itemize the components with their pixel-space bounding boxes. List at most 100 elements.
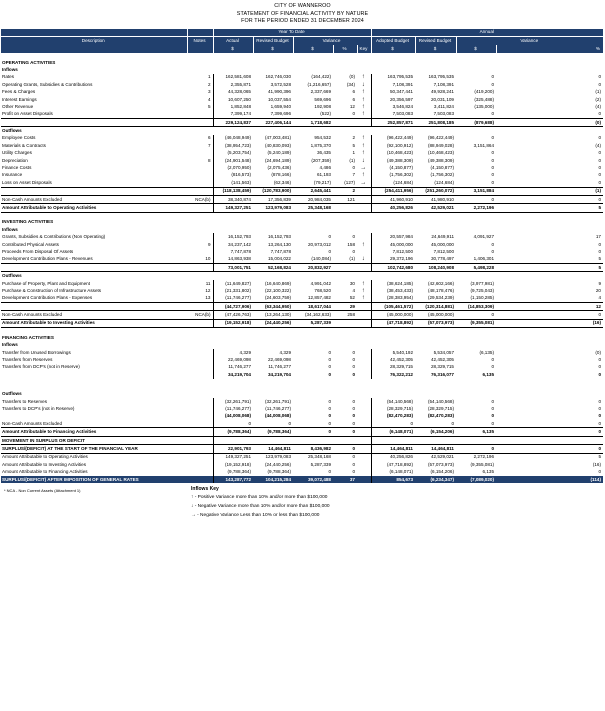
cell-variance: 0: [328, 413, 331, 419]
cell-revised-budget-annual: 14,464,811: [415, 444, 456, 454]
cell-variance-pct: 0: [352, 364, 355, 370]
row-description: [1, 413, 187, 420]
row-description: Profit on Asset Disposals: [2, 111, 53, 117]
cell-revised-budget-annual: (251,260,072): [415, 186, 456, 196]
table-row: Development Contribution Plans - Expense…: [1, 294, 603, 303]
variance-indicator-icon: [357, 364, 371, 371]
cell-variance-annual-pct: 9: [598, 280, 601, 286]
variance-indicator-icon: ↑: [361, 96, 365, 103]
cell-revised-budget-annual: 42,529,021: [415, 203, 456, 213]
cell-variance-pct: (0): [349, 74, 355, 80]
variance-indicator-icon: [357, 435, 371, 446]
cell-revised-budget: (11,746,277): [265, 405, 291, 411]
cell-revised-budget: (62,346): [273, 179, 291, 185]
table-row: Finance Costs (2,070,950) (2,075,436) 4,486…: [1, 164, 603, 172]
cell-actual: (44,727,906): [212, 301, 253, 312]
unit-key: Key: [356, 45, 371, 53]
cell-variance-pct: [333, 203, 357, 213]
cell-adopted-budget: (47,718,892): [370, 461, 415, 469]
variance-indicator-icon: ↓: [361, 256, 365, 263]
cell-adopted-budget: (28,383,954): [370, 294, 415, 303]
table-body: OPERATING ACTIVITIES Inflows Rates 1 162,581…: [1, 53, 603, 484]
footnote: * NCA - Non Current Assets (Attachment 1…: [4, 488, 81, 494]
table-row: Outflows: [1, 391, 603, 398]
cell-actual: (24,901,548): [212, 156, 253, 165]
header-spacer: [186, 45, 213, 53]
cell-adopted-budget: 5,540,192: [370, 348, 415, 357]
variance-indicator-icon: [357, 444, 371, 454]
variance-indicator-icon: →: [360, 165, 367, 172]
cell-variance-annual-pct: 0: [598, 179, 601, 185]
row-description: Purchase of Property, Plant and Equipmen…: [2, 280, 91, 286]
cell-revised-budget-annual: (49,388,309): [427, 157, 454, 163]
cell-adopted-budget: (28,329,715): [370, 405, 415, 413]
cell-variance-annual: 0: [491, 157, 494, 163]
cell-revised-budget-annual: 7,108,391: [433, 81, 454, 87]
cell-revised-budget-annual: 0: [451, 420, 454, 426]
table-row: Transfers from DCP's (not in Reserve) 11,…: [1, 363, 603, 372]
cell-variance: 0: [328, 248, 331, 254]
cell-variance-pct: 52: [349, 295, 355, 301]
table-row: Purchase & Construction of Infrastructur…: [1, 287, 603, 295]
cell-variance-annual: (325,488): [474, 96, 494, 102]
cell-variance-annual-pct: (0): [595, 349, 601, 355]
cell-variance-pct: 258: [347, 312, 355, 318]
cell-revised-budget-annual: (120,314,881): [415, 301, 456, 312]
header-variance-annual: Variance: [455, 36, 603, 46]
cell-actual: (816,573): [212, 171, 253, 180]
table-row: Proceeds From Disposal Of Assets 7,747,87…: [1, 248, 603, 256]
row-description: Utility Charges: [2, 150, 32, 156]
cell-revised-budget: 7,399,696: [270, 111, 291, 117]
row-note: [187, 111, 213, 119]
variance-indicator-icon: ↑: [361, 135, 365, 142]
cell-adopted-budget: 42,452,305: [370, 356, 415, 364]
row-note: NCA(b): [195, 312, 211, 318]
row-description: Transfers from DCP's (not in Reserve): [2, 364, 80, 370]
cell-actual: (9,788,364): [212, 427, 253, 437]
cell-revised-budget-annual: [415, 435, 456, 446]
cell-variance-pct: 0: [352, 371, 355, 377]
cell-variance: 36,435: [316, 150, 331, 156]
cell-actual: (19,152,918): [212, 461, 253, 469]
row-note: [187, 461, 213, 468]
row-description: Development Contribution Plans - Revenue…: [2, 256, 93, 262]
row-description: [1, 186, 187, 196]
cell-variance-annual: (9,355,081): [470, 461, 495, 467]
cell-variance-pct: 158: [347, 241, 355, 247]
cell-variance: 20,973,012: [308, 241, 331, 247]
cell-variance-annual-pct: 5: [598, 454, 601, 460]
cell-actual: (2,070,950): [212, 164, 253, 172]
cell-variance: 12,857,482: [308, 295, 331, 301]
cell-revised-budget-annual: (6,154,206): [415, 427, 456, 437]
cell-variance-annual-pct: 0: [598, 157, 601, 163]
row-description: Finance Costs: [2, 165, 32, 171]
cell-revised-budget: 17,356,839: [268, 196, 291, 202]
row-note: [187, 468, 213, 475]
cell-actual: (118,138,459): [212, 186, 253, 196]
table-row: Other Revenue 5 1,852,848 1,659,940 192,908 1…: [1, 103, 603, 111]
table-header: Year To Date Annual Description Notes Ac…: [1, 28, 603, 53]
table-row: 34,219,704 34,219,704 0 0 76,322,212 76,316,0…: [1, 371, 603, 379]
variance-indicator-icon: [357, 248, 371, 255]
cell-revised-budget-annual: 7,503,083: [433, 111, 454, 117]
cell-variance-annual-pct: (0): [496, 117, 603, 128]
row-note: 2: [207, 81, 211, 87]
row-filler: [187, 342, 603, 349]
row-description: Non-Cash Amounts Excluded: [2, 420, 63, 426]
cell-variance-pct: 30: [349, 280, 355, 286]
cell-variance-annual: (9,725,043): [470, 287, 495, 293]
row-note: 6: [207, 135, 211, 141]
cell-variance-annual-pct: (16): [496, 318, 603, 329]
cell-revised-budget: 123,979,083: [253, 203, 293, 213]
cell-variance-pct: 0: [352, 420, 355, 426]
cell-actual: 38,340,874: [212, 195, 253, 204]
table-row: Amount Attributable to Financing Activit…: [1, 427, 603, 437]
cell-adopted-budget: (82,470,283): [370, 412, 415, 421]
cell-adopted-budget: (38,453,433): [370, 287, 415, 295]
row-description: Non-Cash Amounts Excluded: [2, 312, 63, 318]
cell-revised-budget-annual: 24,649,911: [431, 234, 454, 240]
row-note: [187, 186, 213, 196]
cell-revised-budget: 7,747,878: [270, 248, 291, 254]
cell-variance-annual: 0: [491, 74, 494, 80]
row-note: [187, 364, 213, 371]
